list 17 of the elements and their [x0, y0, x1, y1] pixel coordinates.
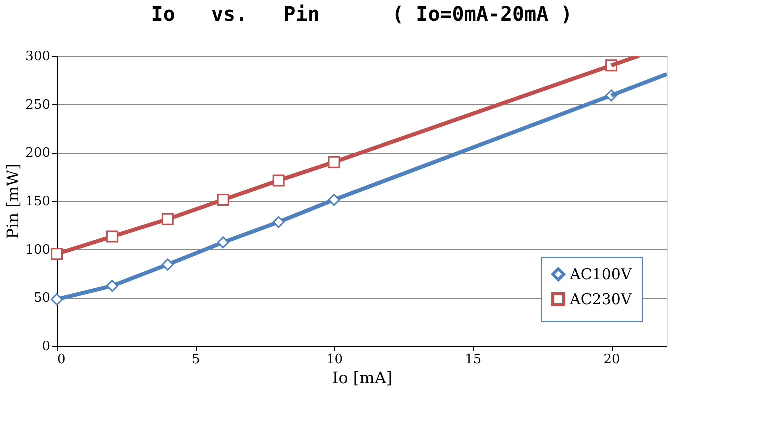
x-tick-label: 20 [604, 352, 620, 368]
y-tick-label: 50 [34, 291, 50, 306]
y-tick-label: 100 [26, 242, 50, 258]
x-tick-label: 5 [192, 352, 200, 368]
y-tick-label: 250 [26, 98, 50, 113]
legend-label: AC230V [569, 290, 633, 308]
y-tick-label: 200 [26, 146, 50, 162]
x-tick-label: 0 [58, 352, 66, 368]
x-tick-label: 10 [326, 352, 344, 368]
x-axis-title: Io [mA] [332, 368, 393, 388]
y-tick-label: 300 [26, 50, 50, 64]
legend-label: AC100V [569, 266, 633, 284]
y-tick-label: 150 [26, 194, 50, 210]
chart-title: Io vs. Pin ( Io=0mA-20mA ) [151, 2, 573, 26]
x-tick-label: 15 [465, 352, 482, 368]
y-axis-title: Pin [mW] [4, 164, 23, 240]
y-tick-label: 0 [42, 340, 50, 354]
